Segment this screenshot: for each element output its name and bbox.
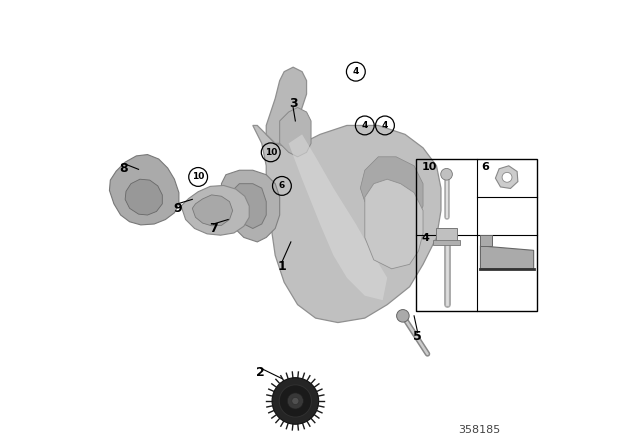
Circle shape bbox=[502, 172, 512, 182]
Polygon shape bbox=[365, 179, 423, 269]
Text: 3: 3 bbox=[289, 96, 298, 110]
Bar bbox=[436, 228, 458, 241]
Text: 8: 8 bbox=[120, 161, 128, 175]
Text: 4: 4 bbox=[353, 67, 359, 76]
Text: 7: 7 bbox=[209, 222, 218, 235]
Text: 10: 10 bbox=[192, 172, 204, 181]
Bar bbox=[417, 159, 538, 311]
Polygon shape bbox=[125, 179, 163, 215]
Polygon shape bbox=[495, 166, 518, 189]
Polygon shape bbox=[280, 108, 311, 157]
Text: 4: 4 bbox=[382, 121, 388, 130]
Text: 6: 6 bbox=[279, 181, 285, 190]
Text: 2: 2 bbox=[257, 366, 265, 379]
Polygon shape bbox=[481, 235, 492, 246]
Polygon shape bbox=[253, 125, 441, 323]
Circle shape bbox=[287, 393, 303, 409]
Polygon shape bbox=[192, 195, 233, 226]
Polygon shape bbox=[230, 184, 266, 228]
Circle shape bbox=[441, 168, 452, 180]
Polygon shape bbox=[221, 170, 280, 242]
Polygon shape bbox=[481, 246, 534, 269]
Polygon shape bbox=[181, 185, 249, 235]
Text: 5: 5 bbox=[413, 330, 422, 344]
Circle shape bbox=[292, 397, 299, 405]
Text: 4: 4 bbox=[422, 233, 429, 243]
Circle shape bbox=[397, 310, 409, 322]
Polygon shape bbox=[266, 67, 307, 143]
Bar bbox=[433, 240, 460, 245]
Polygon shape bbox=[109, 155, 179, 225]
Text: 6: 6 bbox=[481, 162, 489, 172]
Text: 10: 10 bbox=[422, 162, 437, 172]
Text: 9: 9 bbox=[173, 202, 182, 215]
Circle shape bbox=[272, 378, 319, 424]
Text: 10: 10 bbox=[264, 148, 277, 157]
Circle shape bbox=[279, 385, 312, 417]
Polygon shape bbox=[289, 134, 387, 300]
Text: 358185: 358185 bbox=[458, 425, 500, 435]
Text: 4: 4 bbox=[362, 121, 368, 130]
Text: 1: 1 bbox=[278, 260, 286, 273]
Polygon shape bbox=[360, 157, 423, 228]
